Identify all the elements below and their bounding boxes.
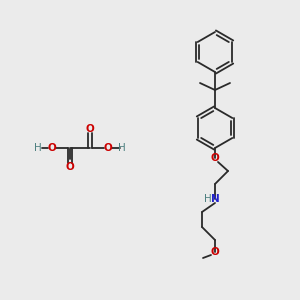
Text: O: O bbox=[85, 124, 94, 134]
Text: H: H bbox=[204, 194, 212, 204]
Text: H: H bbox=[34, 143, 42, 153]
Text: O: O bbox=[48, 143, 56, 153]
Text: N: N bbox=[211, 194, 219, 204]
Text: O: O bbox=[211, 247, 219, 257]
Text: H: H bbox=[118, 143, 126, 153]
Text: O: O bbox=[211, 153, 219, 163]
Text: O: O bbox=[103, 143, 112, 153]
Text: O: O bbox=[66, 162, 74, 172]
